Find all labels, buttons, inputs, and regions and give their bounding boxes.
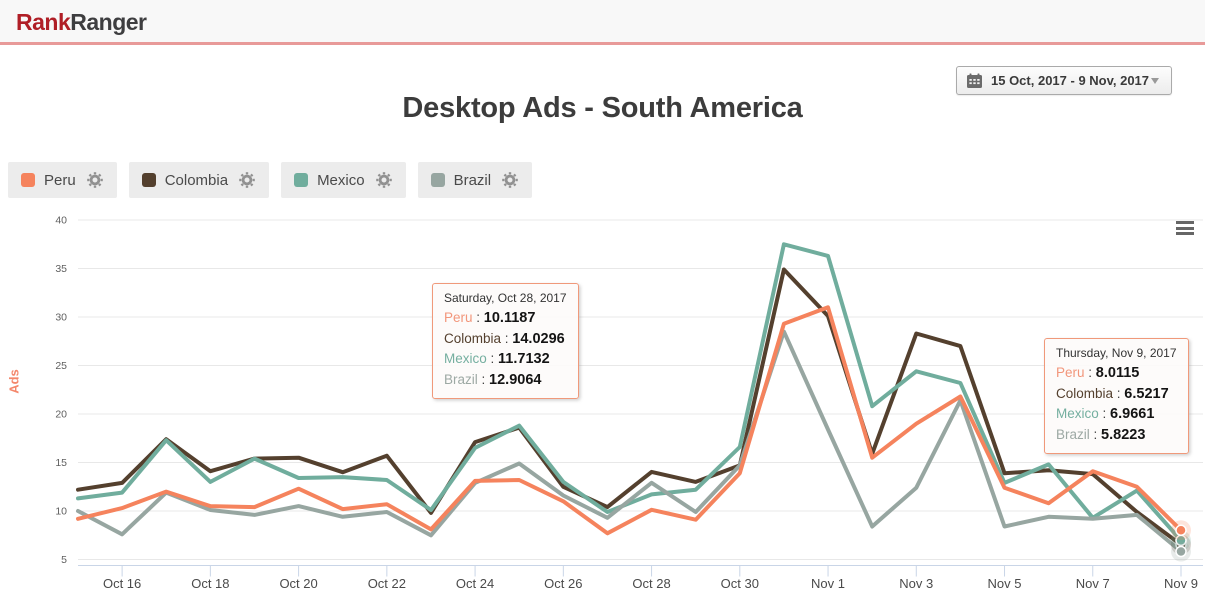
legend-item-label: Colombia — [164, 171, 229, 189]
calendar-icon — [967, 73, 982, 88]
chevron-down-icon — [1151, 77, 1159, 84]
rankranger-logo[interactable]: RankRanger — [16, 9, 147, 36]
legend-item-label: Peru — [44, 171, 76, 189]
y-axis-tick-label: 5 — [61, 554, 67, 566]
top-brand-bar: RankRanger — [0, 0, 1205, 45]
x-axis-tick-label: Oct 16 — [103, 576, 141, 591]
legend-color-swatch — [294, 173, 309, 187]
gear-icon[interactable] — [238, 171, 256, 189]
y-axis-tick-label: 10 — [55, 506, 67, 518]
y-axis-tick-label: 30 — [55, 312, 67, 324]
series-line-brazil[interactable] — [76, 329, 1183, 554]
x-axis-tick-label: Nov 1 — [811, 576, 845, 591]
x-axis-tick-label: Nov 3 — [899, 576, 933, 591]
point-marker-peru[interactable] — [1175, 524, 1187, 537]
y-axis-title: Ads — [6, 369, 22, 394]
x-axis-tick-label: Nov 9 — [1164, 576, 1198, 591]
point-marker-brazil[interactable] — [1175, 545, 1187, 558]
logo-text-ranger: Ranger — [70, 9, 147, 35]
date-range-label: 15 Oct, 2017 - 9 Nov, 2017 — [991, 73, 1150, 88]
line-chart[interactable]: 5 10 15 20 25 30 35 40 Oct 16 Oct 18 Oct 20 Oct 22 O… — [0, 210, 1205, 601]
x-axis-tick-label: Oct 18 — [191, 576, 229, 591]
chart-menu-button[interactable] — [1176, 221, 1194, 238]
legend-item-label: Brazil — [453, 171, 492, 189]
legend-color-swatch — [430, 173, 445, 187]
legend-item-brazil[interactable]: Brazil — [417, 162, 533, 198]
x-axis-tick-label: Nov 5 — [988, 576, 1022, 591]
x-axis-tick-label: Oct 24 — [456, 576, 494, 591]
series-line-peru[interactable] — [76, 305, 1183, 536]
y-axis-tick-label: 40 — [55, 215, 67, 227]
gear-icon[interactable] — [86, 171, 104, 189]
x-axis-tick-label: Oct 28 — [632, 576, 670, 591]
legend-color-swatch — [141, 173, 156, 187]
legend-item-colombia[interactable]: Colombia — [128, 162, 270, 198]
y-axis-tick-label: 25 — [55, 360, 67, 372]
x-axis-tick-label: Oct 26 — [544, 576, 582, 591]
series-line-colombia[interactable] — [76, 267, 1183, 547]
legend-item-peru[interactable]: Peru — [8, 162, 117, 198]
x-axis-tick-label: Nov 7 — [1076, 576, 1110, 591]
legend-item-label: Mexico — [317, 171, 365, 189]
chart-canvas[interactable]: 5 10 15 20 25 30 35 40 Oct 16 Oct 18 Oct 20 Oct 22 O… — [0, 210, 1205, 601]
logo-text-rank: Rank — [16, 9, 71, 35]
legend-color-swatch — [21, 173, 35, 187]
date-range-selector[interactable]: 15 Oct, 2017 - 9 Nov, 2017 — [956, 66, 1172, 95]
x-axis-tick-label: Oct 30 — [721, 576, 759, 591]
series-line-mexico[interactable] — [76, 242, 1183, 543]
legend-item-mexico[interactable]: Mexico — [281, 162, 406, 198]
y-axis-tick-label: 35 — [55, 263, 67, 275]
y-axis-tick-label: 20 — [55, 409, 67, 421]
page-title: Desktop Ads - South America — [402, 92, 803, 124]
x-axis-tick-label: Oct 20 — [279, 576, 317, 591]
gear-icon[interactable] — [501, 171, 519, 189]
x-axis-tick-label: Oct 22 — [368, 576, 406, 591]
y-axis-tick-label: 15 — [55, 457, 67, 469]
legend: Peru Colombia Mexico Brazil — [8, 162, 533, 198]
gear-icon[interactable] — [375, 171, 393, 189]
